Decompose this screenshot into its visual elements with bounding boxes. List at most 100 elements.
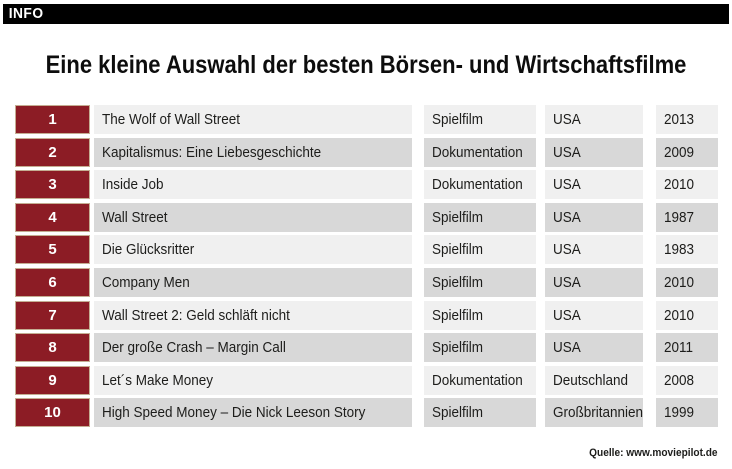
info-badge: INFO [8, 6, 44, 22]
category-cell: Spielfilm [424, 300, 536, 330]
film-cell: Wall Street 2: Geld schläft nicht [94, 300, 412, 330]
category-cell-text: Spielfilm [432, 273, 484, 291]
country-cell: Großbritannien [545, 398, 643, 428]
year-cell: 2010 [656, 170, 718, 200]
country-cell: USA [545, 267, 643, 297]
year-cell-text: 2011 [664, 339, 694, 357]
year-cell-text: 1983 [664, 241, 695, 259]
table-row: 6 Company Men Spielfilm USA 2010 [15, 267, 718, 297]
category-cell: Spielfilm [424, 333, 536, 363]
category-cell: Spielfilm [424, 267, 536, 297]
category-cell: Spielfilm [424, 105, 536, 134]
film-cell: Let´s Make Money [94, 365, 412, 395]
category-cell-text: Spielfilm [432, 306, 484, 324]
category-cell-text: Spielfilm [432, 111, 484, 128]
film-cell: The Wolf of Wall Street [94, 105, 412, 134]
country-cell-text: USA [553, 176, 581, 194]
year-cell: 2013 [656, 105, 718, 134]
year-cell: 1987 [656, 202, 718, 232]
rank-cell: 1 [15, 105, 90, 134]
year-cell-text: 2010 [664, 273, 695, 291]
category-cell: Spielfilm [424, 235, 536, 265]
film-cell: Inside Job [94, 170, 412, 200]
category-cell-text: Spielfilm [432, 339, 484, 357]
country-cell-text: USA [553, 306, 581, 324]
film-cell-text: The Wolf of Wall Street [102, 111, 241, 128]
table-row: 8 Der große Crash – Margin Call Spielfilm U… [15, 333, 718, 363]
category-cell: Spielfilm [424, 202, 536, 232]
category-cell-text: Spielfilm [432, 208, 484, 226]
rank-cell: 4 [15, 202, 90, 232]
table-row: 9 Let´s Make Money Dokumentation Deutschlan… [15, 365, 718, 395]
year-cell: 2008 [656, 365, 718, 395]
category-cell: Spielfilm [424, 398, 536, 428]
country-cell: Deutschland [545, 365, 643, 395]
country-cell: USA [545, 202, 643, 232]
category-cell: Dokumentation [424, 137, 536, 167]
film-cell-text: Wall Street 2: Geld schläft nicht [102, 306, 290, 324]
rank-cell: 5 [15, 235, 90, 265]
year-cell: 1999 [656, 398, 718, 428]
category-cell-text: Dokumentation [432, 371, 523, 389]
country-cell: USA [545, 333, 643, 363]
film-cell: Kapitalismus: Eine Liebesgeschichte [94, 137, 412, 167]
film-cell-text: Company Men [102, 273, 190, 291]
rank-cell: 7 [15, 300, 90, 330]
rank-cell: 10 [15, 398, 90, 428]
country-cell-text: Deutschland [553, 371, 629, 389]
year-cell: 2010 [656, 267, 718, 297]
films-table: 1 The Wolf of Wall Street Spielfilm USA 2013… [15, 105, 718, 428]
country-cell-text: USA [553, 143, 581, 161]
table-row: 2 Kapitalismus: Eine Liebesgeschichte Doku… [15, 137, 718, 167]
rank-cell: 8 [15, 333, 90, 363]
year-cell-text: 2008 [664, 371, 695, 389]
year-cell-text: 1999 [664, 404, 695, 422]
film-cell: High Speed Money – Die Nick Leeson Story [94, 398, 412, 428]
film-cell: Company Men [94, 267, 412, 297]
rank-cell: 3 [15, 170, 90, 200]
table-row: 7 Wall Street 2: Geld schläft nicht Spielf… [15, 300, 718, 330]
country-cell-text: Großbritannien [553, 404, 643, 422]
year-cell-text: 2010 [664, 306, 695, 324]
rank-cell: 2 [15, 137, 90, 167]
table-row: 3 Inside Job Dokumentation USA 2010 [15, 170, 718, 200]
category-cell: Dokumentation [424, 365, 536, 395]
country-cell-text: USA [553, 111, 581, 128]
year-cell-text: 1987 [664, 208, 695, 226]
film-cell-text: Die Glücksritter [102, 241, 195, 259]
film-cell-text: Wall Street [102, 208, 168, 226]
film-cell-text: Inside Job [102, 176, 164, 194]
film-cell-text: Let´s Make Money [102, 371, 214, 389]
year-cell-text: 2010 [664, 176, 695, 194]
rank-cell: 9 [15, 365, 90, 395]
film-cell: Wall Street [94, 202, 412, 232]
year-cell-text: 2013 [664, 111, 695, 128]
film-cell: Der große Crash – Margin Call [94, 333, 412, 363]
rank-cell: 6 [15, 267, 90, 297]
category-cell: Dokumentation [424, 170, 536, 200]
category-cell-text: Spielfilm [432, 404, 484, 422]
table-row: 10 High Speed Money – Die Nick Leeson Sto… [15, 398, 718, 428]
country-cell: USA [545, 235, 643, 265]
table-row: 4 Wall Street Spielfilm USA 1987 [15, 202, 718, 232]
year-cell: 2009 [656, 137, 718, 167]
category-cell-text: Dokumentation [432, 176, 523, 194]
film-cell-text: Kapitalismus: Eine Liebesgeschichte [102, 143, 322, 161]
country-cell: USA [545, 105, 643, 134]
source-credit: Quelle: www.moviepilot.de [589, 447, 718, 459]
country-cell-text: USA [553, 208, 581, 226]
category-cell-text: Dokumentation [432, 143, 523, 161]
top-bar: INFO [3, 4, 729, 24]
year-cell: 1983 [656, 235, 718, 265]
year-cell: 2011 [656, 333, 718, 363]
country-cell-text: USA [553, 241, 581, 259]
table-row: 1 The Wolf of Wall Street Spielfilm USA 2013 [15, 105, 718, 134]
film-cell-text: High Speed Money – Die Nick Leeson Story [102, 404, 366, 422]
table-row: 5 Die Glücksritter Spielfilm USA 1983 [15, 235, 718, 265]
year-cell-text: 2009 [664, 143, 695, 161]
category-cell-text: Spielfilm [432, 241, 484, 259]
year-cell: 2010 [656, 300, 718, 330]
country-cell: USA [545, 170, 643, 200]
country-cell: USA [545, 137, 643, 167]
